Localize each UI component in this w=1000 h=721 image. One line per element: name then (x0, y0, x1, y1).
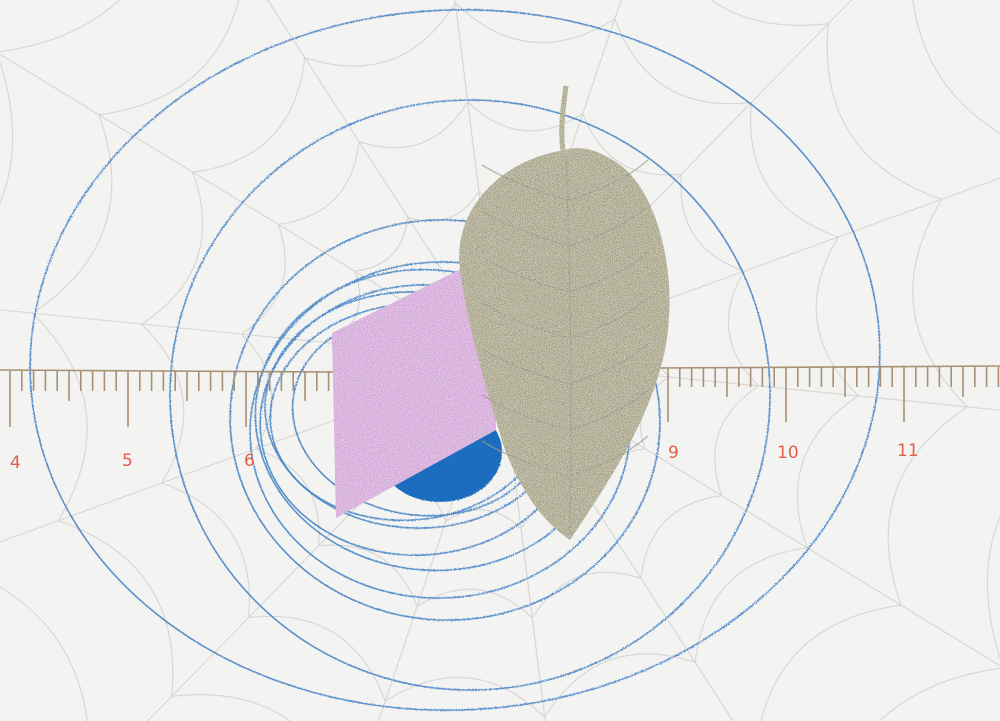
web-ring (140, 1, 859, 719)
web-strand (499, 359, 546, 721)
spiral-loop (229, 219, 661, 621)
leaf-vein (481, 440, 570, 477)
leaf-vein (568, 435, 649, 477)
ruler-label-9: 9 (668, 443, 679, 463)
ruler-label-4: 4 (10, 453, 21, 473)
leaf-vein (481, 164, 570, 201)
spiral-loop (29, 8, 881, 712)
leaf-vein (481, 394, 570, 431)
web-ring (240, 101, 760, 619)
leaf-vein (481, 256, 570, 293)
web-strand (266, 0, 501, 361)
ruler-baseline-left (0, 369, 336, 373)
web-strand (0, 53, 501, 361)
leaf-vein (481, 348, 570, 385)
leaf-vein (568, 389, 649, 431)
leaf-vein (568, 251, 649, 293)
leaf-vein (481, 210, 570, 247)
leaf (459, 85, 670, 540)
ruler-label-6: 6 (244, 451, 255, 471)
leaf-vein (481, 302, 570, 339)
ruler-labels: 4 5 6 9 10 11 (10, 441, 919, 473)
ruler (0, 365, 1000, 427)
ruler-label-11: 11 (897, 441, 919, 461)
leaf-vein (568, 343, 649, 385)
leaf-vein (568, 297, 649, 339)
leaf-vein (568, 159, 649, 201)
ruler-label-5: 5 (122, 451, 133, 471)
spiral-loop (169, 99, 771, 691)
leaf-midrib (565, 154, 572, 536)
ruler-baseline-right (659, 365, 1000, 369)
ruler-label-10: 10 (777, 443, 799, 463)
leaf-vein (568, 205, 649, 247)
web-ring (31, 0, 969, 721)
pink-parallelogram (332, 253, 496, 518)
